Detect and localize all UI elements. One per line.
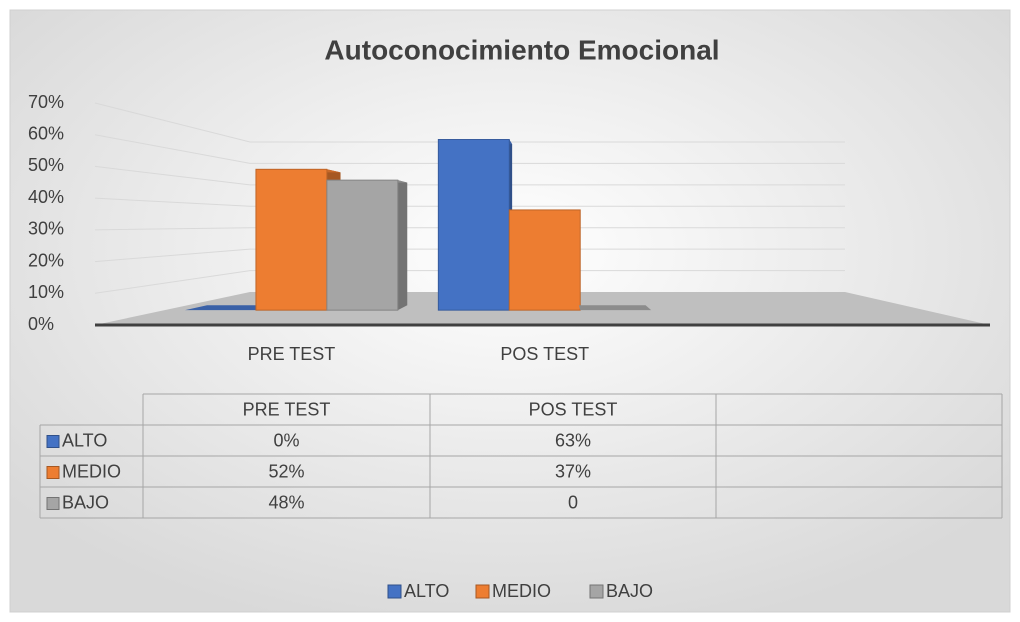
grid-line (94, 134, 845, 164)
y-tick-label: 0% (28, 314, 54, 334)
y-tick-label: 70% (28, 92, 64, 112)
legend-swatch (387, 584, 402, 599)
table-cell: 0% (273, 430, 299, 450)
legend-label: ALTO (404, 581, 449, 601)
legend-label: MEDIO (492, 581, 551, 601)
bar-top (185, 305, 274, 311)
bar (508, 209, 581, 311)
x-tick-label: POS TEST (500, 344, 589, 364)
chart-title: Autoconocimiento Emocional (324, 34, 719, 65)
legend-swatch (46, 466, 60, 479)
bar-front (508, 209, 581, 311)
y-tick-label: 40% (28, 187, 64, 207)
grid-line (94, 270, 845, 294)
y-tick-label: 30% (28, 219, 64, 239)
y-tick-label: 10% (28, 282, 64, 302)
table-cell: 48% (268, 492, 304, 512)
grid-line (94, 248, 845, 263)
grid-line (94, 102, 845, 143)
legend-label: BAJO (606, 581, 653, 601)
legend-swatch (46, 497, 60, 510)
table-cell: 63% (555, 430, 591, 450)
legend-swatch (46, 435, 60, 448)
bar (437, 139, 513, 311)
table-cell: 52% (268, 461, 304, 481)
grid-line (94, 227, 845, 231)
y-tick-label: 60% (28, 123, 64, 143)
legend-swatch (475, 584, 490, 599)
x-tick-label: PRE TEST (248, 344, 336, 364)
legend-swatch (589, 584, 604, 599)
bar-front (326, 179, 399, 311)
table-row-label: BAJO (62, 492, 109, 512)
y-tick-label: 50% (28, 155, 64, 175)
bar-front (255, 168, 328, 311)
bar-side (397, 180, 408, 311)
bar (578, 305, 652, 311)
table-row-label: ALTO (62, 430, 107, 450)
bar-front (437, 139, 510, 311)
grid-line (94, 197, 845, 207)
bar-top (578, 305, 652, 311)
grid-line (94, 165, 845, 186)
table-cell: 37% (555, 461, 591, 481)
table-header: POS TEST (529, 399, 618, 419)
bar (326, 179, 408, 311)
table-header: PRE TEST (243, 399, 331, 419)
y-tick-label: 20% (28, 250, 64, 270)
table-row-label: MEDIO (62, 461, 121, 481)
table-cell: 0 (568, 492, 578, 512)
